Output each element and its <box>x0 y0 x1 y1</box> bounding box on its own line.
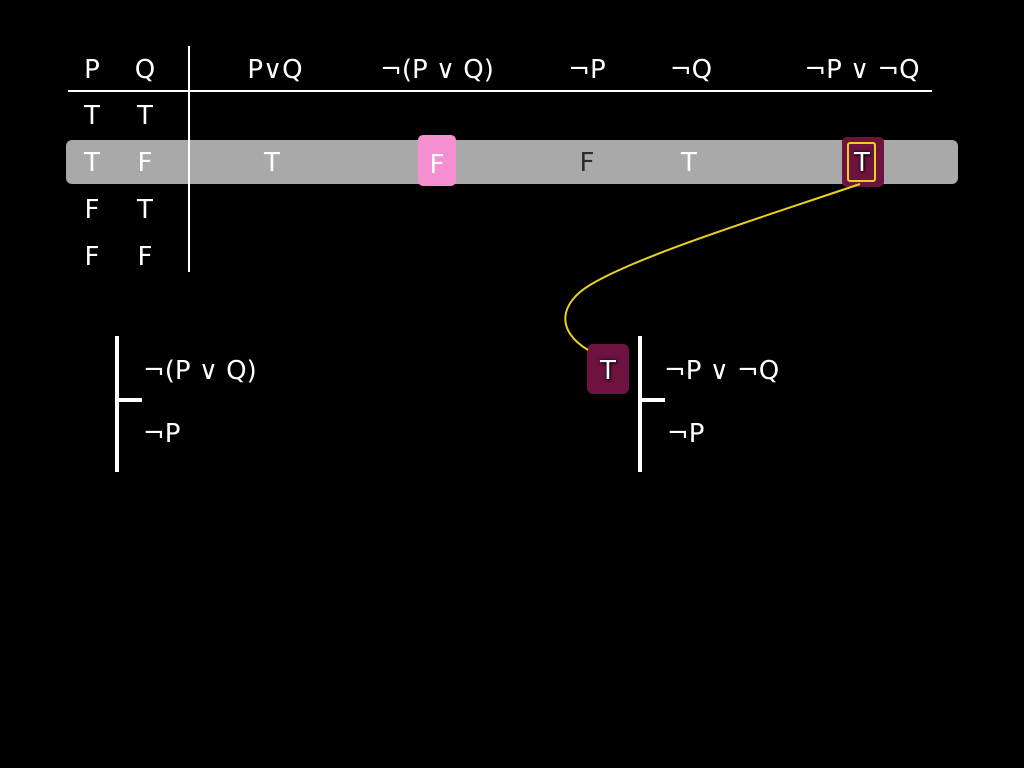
cell-outline-box <box>847 142 876 182</box>
header-not-p-or-q: ¬(P ∨ Q) <box>380 55 494 85</box>
cell-r2-not-p: F <box>579 148 595 178</box>
cell-r1-p: T <box>84 101 100 131</box>
proof-left-premise: ¬(P ∨ Q) <box>143 356 257 386</box>
header-not-p: ¬P <box>568 55 606 85</box>
header-q: Q <box>134 55 156 85</box>
proof-right-scope-line <box>638 336 642 472</box>
cell-r2-p: T <box>84 148 100 178</box>
connector-curve <box>564 183 861 351</box>
cell-r2-not-q: T <box>681 148 697 178</box>
cell-r4-q: F <box>137 242 153 272</box>
cell-r2-not-p-or-not-q: T <box>854 148 870 178</box>
cell-r3-q: T <box>137 195 153 225</box>
cell-r1-q: T <box>137 101 153 131</box>
highlighted-row-band <box>66 140 958 184</box>
header-not-p-or-not-q: ¬P ∨ ¬Q <box>804 55 920 85</box>
pink-cell-highlight <box>418 135 456 186</box>
proof-right-fitch-bar <box>638 398 665 402</box>
proof-left-scope-line <box>115 336 119 472</box>
cell-r4-p: F <box>84 242 100 272</box>
header-not-q: ¬Q <box>669 55 713 85</box>
proof-right-conclusion: ¬P <box>667 419 705 449</box>
proof-left-fitch-bar <box>115 398 142 402</box>
proof-right-badge-value: T <box>600 356 616 386</box>
cell-r2-q: F <box>137 148 153 178</box>
cell-r2-not-p-or-q: F <box>429 150 445 180</box>
cell-r2-p-or-q: T <box>264 148 280 178</box>
proof-right-truth-badge <box>587 344 629 394</box>
column-divider <box>188 46 190 272</box>
maroon-cell-highlight <box>842 137 884 187</box>
proof-left-conclusion: ¬P <box>143 419 181 449</box>
cell-r3-p: F <box>84 195 100 225</box>
proof-right-premise: ¬P ∨ ¬Q <box>664 356 780 386</box>
header-p: P <box>84 55 100 85</box>
header-p-or-q: P∨Q <box>247 55 303 85</box>
header-rule <box>68 90 932 92</box>
